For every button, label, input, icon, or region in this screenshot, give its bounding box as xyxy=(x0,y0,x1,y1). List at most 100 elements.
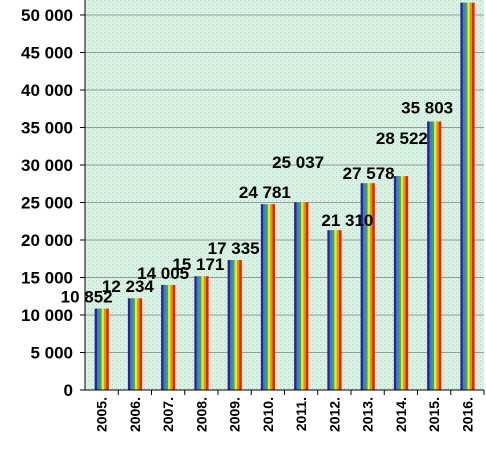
data-label: 35 803 xyxy=(401,98,453,117)
x-tick-label: 2011. xyxy=(293,397,309,431)
data-label: 12 234 xyxy=(102,277,155,296)
bar-stripe xyxy=(137,298,140,390)
bar xyxy=(460,2,475,391)
bar-stripe xyxy=(236,259,240,390)
bar-stripe xyxy=(267,204,271,390)
plot-area xyxy=(85,0,484,390)
bar-stripe xyxy=(170,284,173,390)
bar xyxy=(360,183,375,390)
y-tick-label: 40 000 xyxy=(21,81,73,100)
bar-stripe xyxy=(400,176,404,390)
bar-stripe xyxy=(405,176,409,390)
bar-stripe xyxy=(203,276,207,390)
data-label: 14 005 xyxy=(137,264,189,283)
data-label: 15 171 xyxy=(172,255,224,274)
data-label: 10 852 xyxy=(61,288,113,307)
bar-stripe xyxy=(272,204,276,390)
data-label: 51 651 xyxy=(390,0,442,1)
bar xyxy=(161,284,176,390)
bar-stripe xyxy=(201,276,204,390)
x-tick-label: 2013. xyxy=(360,397,376,432)
bar-stripe xyxy=(398,176,402,390)
bar-stripe xyxy=(101,308,105,390)
bar-stripe xyxy=(239,259,242,390)
x-tick-label: 2007. xyxy=(160,397,176,432)
bar-stripe xyxy=(172,284,176,390)
y-tick-label: 10 000 xyxy=(21,306,73,325)
bar-stripe xyxy=(296,202,299,390)
y-tick-label: 50 000 xyxy=(21,6,73,25)
x-axis-tick-labels: 2005. 2006. 2007. 2008. 2009. 2010. 2011. 2012.… xyxy=(94,390,485,432)
bar-stripe xyxy=(163,284,166,390)
bar-stripe xyxy=(103,308,107,390)
y-tick-label: 30 000 xyxy=(21,156,73,175)
data-label: 24 781 xyxy=(239,183,291,202)
bar xyxy=(427,121,442,390)
bar-stripe xyxy=(469,2,473,391)
data-label: 25 037 xyxy=(272,153,324,172)
bar-stripe xyxy=(229,259,233,390)
bar-stripe xyxy=(434,121,437,390)
bar xyxy=(94,308,109,390)
bar xyxy=(260,204,276,390)
x-tick-label: 2010. xyxy=(260,397,276,432)
data-label: 28 522 xyxy=(376,129,428,148)
bar-stripe xyxy=(199,276,202,390)
bar-stripe xyxy=(301,202,304,390)
x-tick-label: 2012. xyxy=(326,397,342,432)
bar-stripe xyxy=(134,298,138,390)
bar-stripe xyxy=(396,176,399,390)
bar-stripe xyxy=(94,308,98,390)
y-tick-label: 15 000 xyxy=(21,269,73,288)
bar-stripe xyxy=(194,276,197,390)
bar-stripe xyxy=(227,259,231,390)
bar-stripe xyxy=(168,284,171,390)
bar-stripe xyxy=(96,308,100,390)
y-tick-label: 25 000 xyxy=(21,194,73,213)
bar-stripe xyxy=(265,204,269,390)
bar xyxy=(194,276,209,390)
bar-stripe xyxy=(339,230,342,390)
bar-stripe xyxy=(232,259,235,390)
gridlines xyxy=(80,14,484,391)
bar xyxy=(227,259,242,390)
bar-stripe xyxy=(127,298,131,390)
bar-stripe xyxy=(438,121,442,390)
bar-stripe xyxy=(298,202,302,390)
bar-stripe xyxy=(367,183,371,390)
x-tick-label: 2006. xyxy=(127,397,143,432)
bar xyxy=(127,298,143,390)
bar-stripe xyxy=(365,183,368,390)
bar-stripe xyxy=(403,176,406,390)
bar-stripe xyxy=(334,230,337,390)
bar-stripe xyxy=(270,204,273,390)
bar-stripe xyxy=(294,202,297,390)
bar-stripe xyxy=(263,204,266,390)
x-tick-label: 2008. xyxy=(193,397,209,432)
bar-stripe xyxy=(132,298,136,390)
bar-series xyxy=(94,2,475,391)
data-label: 17 335 xyxy=(208,239,260,258)
bar-stripe xyxy=(196,276,200,390)
bar-stripe xyxy=(206,276,209,390)
bar-stripe xyxy=(393,176,397,390)
bar-stripe xyxy=(99,308,102,390)
bar-stripe xyxy=(472,2,475,391)
bar-stripe xyxy=(372,183,375,390)
bar-stripe xyxy=(106,308,109,390)
x-tick-label: 2015. xyxy=(426,397,442,432)
bar-stripe xyxy=(139,298,143,390)
bar-stripe xyxy=(234,259,238,390)
x-tick-label: 2016. xyxy=(459,397,475,432)
bar-stripe xyxy=(436,121,439,390)
x-tick-label: 2014. xyxy=(393,397,409,432)
bar xyxy=(327,230,342,390)
bar-stripe xyxy=(431,121,435,390)
bar xyxy=(393,176,409,390)
bar-stripe xyxy=(360,183,364,390)
bar-stripe xyxy=(130,298,133,390)
bar-stripe xyxy=(460,2,463,391)
bar-stripe xyxy=(332,230,335,390)
bar-stripe xyxy=(427,121,430,390)
